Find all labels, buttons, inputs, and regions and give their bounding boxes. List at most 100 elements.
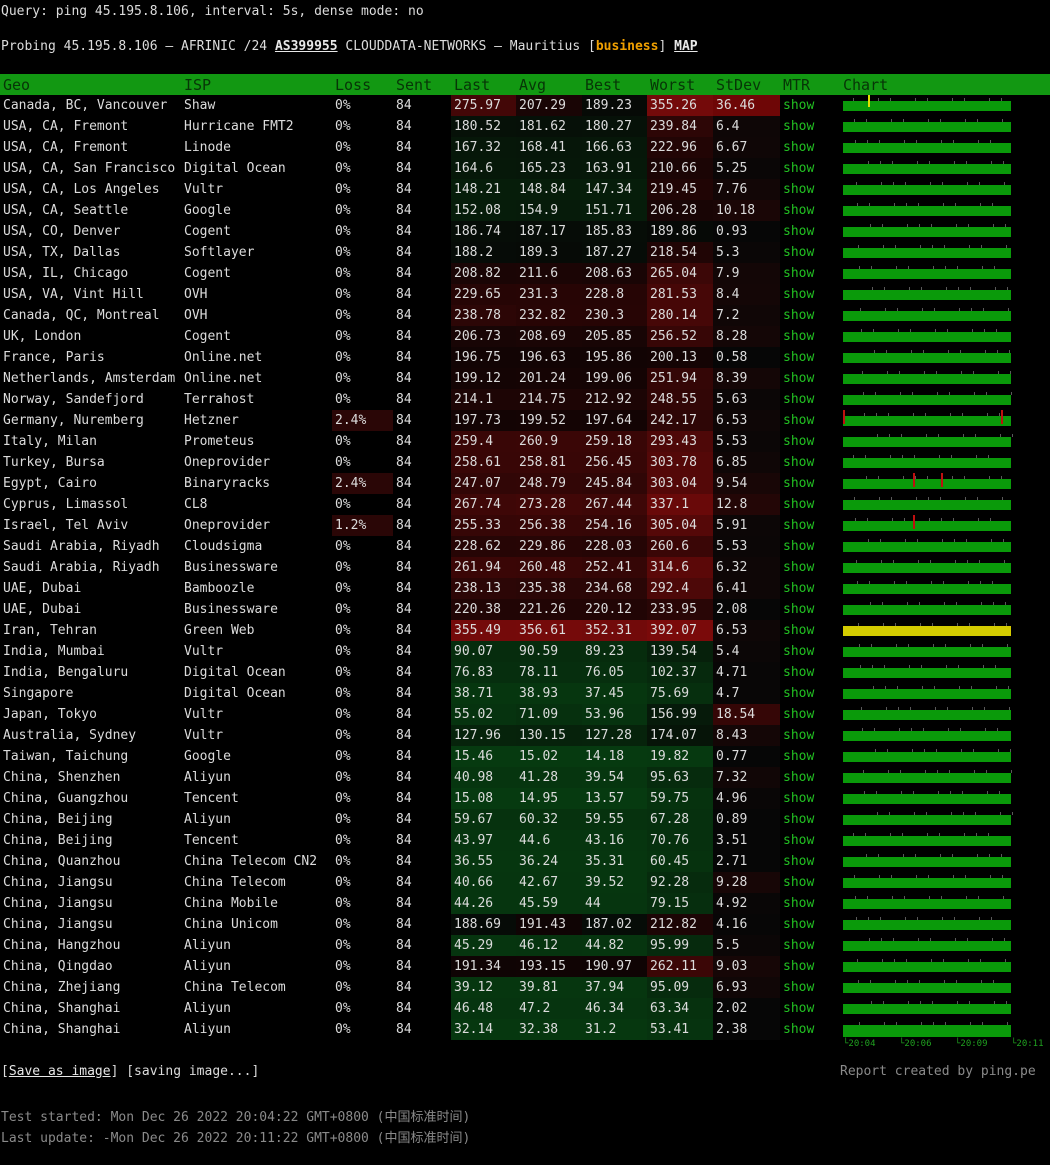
sparkline-tick [860,308,861,311]
table-row: India, Mumbai Vultr 0% 84 90.07 90.59 89.23 139… [0,641,1050,662]
column-header-isp: ISP [184,76,212,94]
mtr-show-link[interactable]: show [783,119,815,134]
mtr-show-link[interactable]: show [783,287,815,302]
sparkline-tick [872,287,873,290]
mtr-show-link[interactable]: show [783,308,815,323]
table-row: Iran, Tehran Green Web 0% 84 355.49 356.61 352… [0,620,1050,641]
sparkline-tick [853,833,854,836]
mtr-show-link[interactable]: show [783,539,815,554]
sparkline-tick [988,833,989,836]
cell-last: 59.67 [451,809,516,830]
sparkline-tick [980,959,981,962]
cell-sent: 84 [396,686,412,701]
cell-geo: China, Quanzhou [3,854,121,869]
mtr-show-link[interactable]: show [783,665,815,680]
mtr-show-link[interactable]: show [783,245,815,260]
mtr-show-link[interactable]: show [783,371,815,386]
sparkline-tick [873,329,874,332]
mtr-show-link[interactable]: show [783,140,815,155]
mtr-show-link[interactable]: show [783,413,815,428]
sparkline-tick [975,812,976,815]
sparkline-tick [946,287,947,290]
mtr-show-link[interactable]: show [783,350,815,365]
cell-loss: 0% [335,98,351,113]
mtr-show-link[interactable]: show [783,833,815,848]
sparkline-tick [939,833,940,836]
mtr-show-link[interactable]: show [783,476,815,491]
latency-sparkline [840,494,1015,515]
sparkline-tick [855,518,856,521]
sparkline-tick [932,623,933,626]
sparkline-tick [857,203,858,206]
mtr-show-link[interactable]: show [783,203,815,218]
cell-best: 195.86 [582,347,647,368]
save-as-image-link[interactable]: Save as image [8,1064,111,1079]
mtr-show-link[interactable]: show [783,434,815,449]
mtr-show-link[interactable]: show [783,329,815,344]
mtr-show-link[interactable]: show [783,497,815,512]
mtr-show-link[interactable]: show [783,581,815,596]
sparkline-tick [914,455,915,458]
mtr-show-link[interactable]: show [783,980,815,995]
mtr-show-link[interactable]: show [783,1022,815,1037]
mtr-show-link[interactable]: show [783,686,815,701]
mtr-show-link[interactable]: show [783,455,815,470]
sparkline-tick [929,896,930,899]
mtr-show-link[interactable]: show [783,518,815,533]
latency-sparkline [840,242,1015,263]
latency-sparkline [840,179,1015,200]
mtr-show-link[interactable]: show [783,770,815,785]
cell-last: 199.12 [451,368,516,389]
mtr-show-link[interactable]: show [783,392,815,407]
sparkline-tick [944,602,945,605]
cell-best: 230.3 [582,305,647,326]
sparkline-tick [924,371,925,374]
mtr-show-link[interactable]: show [783,938,815,953]
sparkline-tick [880,917,881,920]
sparkline-tick [911,728,912,731]
mtr-show-link[interactable]: show [783,875,815,890]
cell-worst: 63.34 [647,998,713,1019]
mtr-show-link[interactable]: show [783,602,815,617]
mtr-show-link[interactable]: show [783,812,815,827]
cell-avg: 260.48 [516,557,582,578]
sparkline-tick [936,371,937,374]
cell-last: 197.73 [451,410,516,431]
cell-last: 261.94 [451,557,516,578]
sparkline-tick [885,686,886,689]
cell-sent: 84 [396,329,412,344]
mtr-show-link[interactable]: show [783,266,815,281]
map-link[interactable]: MAP [674,39,698,54]
sparkline-tick [998,749,999,752]
mtr-show-link[interactable]: show [783,98,815,113]
asn-link[interactable]: AS399955 [274,39,338,54]
mtr-show-link[interactable]: show [783,917,815,932]
mtr-show-link[interactable]: show [783,182,815,197]
cell-worst: 67.28 [647,809,713,830]
latency-sparkline [840,767,1015,788]
table-row: UK, London Cogent 0% 84 206.73 208.69 205.85 25… [0,326,1050,347]
sparkline-tick [910,707,911,710]
sparkline-bar [843,392,1012,405]
mtr-show-link[interactable]: show [783,896,815,911]
mtr-show-link[interactable]: show [783,644,815,659]
sparkline-tick [888,770,889,773]
mtr-show-link[interactable]: show [783,224,815,239]
mtr-show-link[interactable]: show [783,1001,815,1016]
packet-loss-mark [843,410,845,424]
sparkline-bar [843,203,1011,216]
mtr-show-link[interactable]: show [783,959,815,974]
sparkline-tick [975,434,976,437]
mtr-show-link[interactable]: show [783,623,815,638]
mtr-show-link[interactable]: show [783,728,815,743]
mtr-show-link[interactable]: show [783,560,815,575]
mtr-show-link[interactable]: show [783,791,815,806]
sparkline-tick [990,875,991,878]
sparkline-tick [890,98,891,101]
cell-loss: 0% [335,245,351,260]
mtr-show-link[interactable]: show [783,854,815,869]
mtr-show-link[interactable]: show [783,749,815,764]
sparkline-tick [933,266,934,269]
mtr-show-link[interactable]: show [783,707,815,722]
mtr-show-link[interactable]: show [783,161,815,176]
